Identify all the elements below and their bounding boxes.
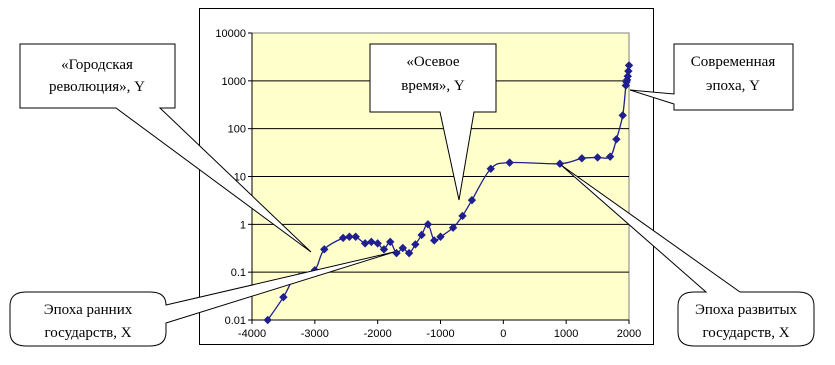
x-tick-label: -4000 [238, 328, 266, 340]
data-series [263, 61, 634, 325]
data-point [379, 245, 389, 254]
data-point [345, 232, 354, 241]
data-point [577, 154, 587, 163]
data-point [605, 152, 615, 161]
x-tick-label: -1000 [426, 328, 454, 340]
data-point [373, 239, 382, 248]
data-point [386, 237, 395, 247]
data-point [320, 245, 329, 254]
callout-early-states-shape [9, 251, 395, 347]
callout-early-states-line-1: Эпоха ранних [44, 302, 133, 318]
data-point [430, 236, 439, 245]
data-point [458, 211, 467, 221]
callout-early-states-line-2: государств, X [44, 325, 131, 341]
y-tick-label: 1 [240, 219, 246, 231]
callout-urban-revolution-line-2: революция», Y [49, 79, 145, 95]
y-tick-label: 0.01 [225, 315, 246, 327]
callout-axial-age-line-2: время», Y [401, 78, 465, 94]
callout-developed-states-line-1: Эпоха развитых [695, 302, 798, 318]
data-point [448, 223, 458, 232]
data-point [624, 66, 633, 76]
data-point [436, 232, 445, 241]
data-point [404, 248, 414, 258]
x-tick-label: 0 [500, 328, 506, 340]
callout-axial-age-line-1: «Осевое [406, 54, 459, 70]
callout-developed-states-line-2: государств, X [702, 325, 789, 341]
callout-modern-era-line-1: Современная [691, 54, 776, 70]
data-point [623, 71, 632, 81]
data-point [263, 315, 272, 325]
data-point [417, 230, 426, 240]
y-tick-label: 100 [228, 124, 246, 136]
data-point [367, 237, 376, 247]
data-point [618, 111, 627, 120]
callout-modern-era-line-2: эпоха, Y [706, 78, 760, 94]
callout-developed-states-shape [560, 164, 815, 347]
x-tick-label: 2000 [617, 328, 641, 340]
callout-modern-era: Современная эпоха, Y [629, 43, 794, 111]
data-point [398, 243, 407, 253]
callout-modern-era-box [629, 43, 794, 111]
data-point [423, 220, 433, 229]
callout-urban-revolution-line-1: «Городская [61, 57, 133, 73]
y-tick-label: 0.1 [231, 267, 246, 279]
callout-early-states: Эпоха ранних государств, X [9, 251, 395, 347]
data-point [360, 239, 370, 248]
y-tick-label: 10000 [215, 28, 246, 40]
data-point [505, 158, 514, 167]
data-point [486, 164, 495, 173]
data-point [411, 240, 420, 249]
data-point [467, 195, 477, 205]
data-point [338, 233, 348, 243]
data-point [351, 232, 360, 241]
callout-developed-states: Эпоха развитых государств, X [560, 164, 815, 347]
callout-urban-revolution: «Городская революция», Y [19, 43, 312, 253]
data-point [624, 61, 634, 70]
callout-urban-revolution-box [19, 43, 312, 253]
data-point [392, 248, 401, 258]
data-point [279, 292, 288, 302]
callouts: «Городская революция», Y «Осевое время»,… [9, 43, 815, 347]
x-tick-label: -3000 [301, 328, 329, 340]
data-point [593, 153, 602, 162]
callout-axial-age-box [369, 43, 497, 201]
y-tick-label: 1000 [222, 76, 246, 88]
x-tick-label: -2000 [364, 328, 392, 340]
callout-axial-age: «Осевое время», Y [369, 43, 497, 201]
x-tick-label: 1000 [554, 328, 578, 340]
y-tick-label: 10 [234, 172, 246, 184]
data-point [612, 135, 621, 144]
